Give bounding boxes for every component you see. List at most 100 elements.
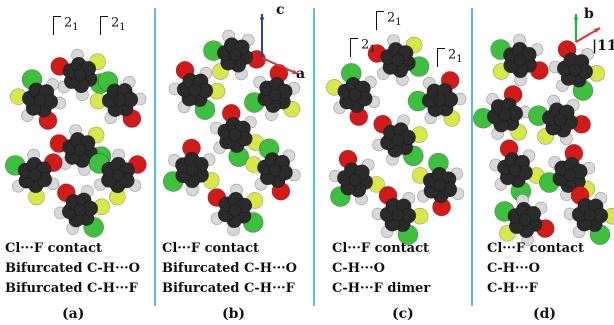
screw-axis-sub: 1: [119, 22, 126, 33]
molecule: [494, 193, 555, 247]
molecule: [548, 40, 606, 101]
molecule: [489, 139, 545, 202]
screw-axis-symbol: 21: [100, 14, 126, 35]
molecule: [4, 148, 63, 206]
axis-triad-b: [259, 14, 299, 75]
atom-sphere: [73, 68, 87, 82]
caption-block-c: Cl···F contact C-H···O C-H···F dimer: [332, 239, 430, 299]
axis-label-c: c: [276, 2, 285, 18]
molecule: [371, 186, 429, 245]
molecule: [244, 64, 301, 121]
atom-sphere: [518, 213, 532, 227]
caption-line: Bifurcated C-H···F: [162, 281, 295, 296]
atom-sphere: [348, 88, 362, 102]
caption-line: Cl···F contact: [332, 241, 430, 256]
screw-axis-sub: 1: [72, 22, 79, 33]
screw-axis-hook: [350, 38, 358, 57]
atom-sphere: [228, 48, 242, 62]
molecule: [50, 48, 111, 102]
screw-axis-sub: 1: [369, 44, 376, 55]
atom-sphere: [391, 208, 405, 222]
screw-axis-hook: [53, 16, 61, 35]
panel-label-b: (b): [222, 306, 246, 322]
atom-sphere: [568, 63, 582, 77]
axis-arrow-head: [573, 14, 579, 20]
atom-sphere: [433, 93, 447, 107]
atom-sphere: [188, 83, 202, 97]
atom-sphere: [33, 93, 47, 107]
panel-divider-3: [471, 8, 473, 306]
molecule: [209, 104, 264, 167]
molecule: [539, 144, 596, 201]
molecule: [207, 183, 264, 237]
caption-line: Bifurcated C-H···O: [5, 261, 140, 276]
atom-sphere: [28, 168, 42, 182]
screw-axis-sub: 1: [395, 17, 402, 28]
screw-axis-hook: [437, 48, 445, 67]
screw-axis-symbol: 21: [437, 46, 463, 67]
panel-divider-2: [313, 8, 315, 306]
atom-sphere: [228, 128, 242, 142]
molecule: [245, 138, 301, 201]
molecule: [329, 149, 385, 207]
axis-label-a: a: [296, 66, 306, 82]
caption-line: C-H···O: [487, 261, 540, 276]
atom-sphere: [111, 168, 125, 182]
panel-label-a: (a): [62, 306, 85, 322]
caption-line: C-H···O: [332, 261, 385, 276]
molecule: [472, 85, 532, 141]
molecule: [162, 138, 220, 197]
atom-sphere: [113, 93, 127, 107]
axis-arrow-line: [261, 57, 299, 75]
molecule: [168, 61, 226, 120]
atom-sphere: [508, 163, 522, 177]
molecule: [53, 183, 111, 238]
atom-sphere: [583, 208, 597, 222]
atom-sphere: [228, 203, 242, 217]
caption-line: Bifurcated C-H···F: [5, 281, 138, 296]
molecule: [88, 148, 147, 206]
molecule-layer: [4, 29, 614, 247]
atom-sphere: [391, 53, 405, 67]
caption-block-a: Cl···F contact Bifurcated C-H···O Bifurc…: [5, 239, 140, 299]
atom-sphere: [563, 168, 577, 182]
atom-sphere: [433, 178, 447, 192]
screw-axis-order: 2: [361, 37, 370, 53]
screw-axis-symbol: 21: [376, 9, 402, 30]
caption-line: Cl···F contact: [162, 241, 260, 256]
screw-axis-order: 2: [387, 10, 396, 26]
molecule: [89, 71, 147, 128]
caption-line: C-H···F: [487, 281, 538, 296]
axis-label-b: b: [584, 6, 594, 22]
screw-axis-hook: [376, 11, 384, 30]
molecule: [490, 33, 549, 87]
axis-arrow-head: [292, 69, 298, 74]
atom-sphere: [348, 173, 362, 187]
molecule: [9, 69, 67, 130]
caption-line: Bifurcated C-H···O: [162, 261, 297, 276]
molecule: [326, 63, 381, 126]
screw-axis-sub: 1: [456, 54, 463, 65]
axis-triad-d: [573, 14, 601, 43]
molecule: [528, 94, 591, 146]
axis-arrow-head: [594, 28, 600, 33]
molecule: [203, 29, 266, 81]
atom-sphere: [513, 53, 527, 67]
atom-sphere: [73, 143, 87, 157]
atom-sphere: [73, 203, 87, 217]
screw-axis-order: 2: [64, 15, 73, 31]
atom-sphere: [268, 163, 282, 177]
molecule: [367, 34, 430, 86]
atom-sphere: [391, 133, 405, 147]
atom-sphere: [553, 113, 567, 127]
axis-arrow-head: [259, 14, 265, 20]
panel-label-c: (c): [392, 306, 414, 322]
panel-label-d: (d): [533, 306, 557, 322]
molecule: [563, 186, 614, 245]
caption-block-b: Cl···F contact Bifurcated C-H···O Bifurc…: [162, 239, 297, 299]
caption-line: Cl···F contact: [487, 241, 585, 256]
molecule: [372, 114, 428, 167]
molecule: [411, 152, 465, 217]
screw-axis-symbol: 21: [53, 14, 79, 35]
